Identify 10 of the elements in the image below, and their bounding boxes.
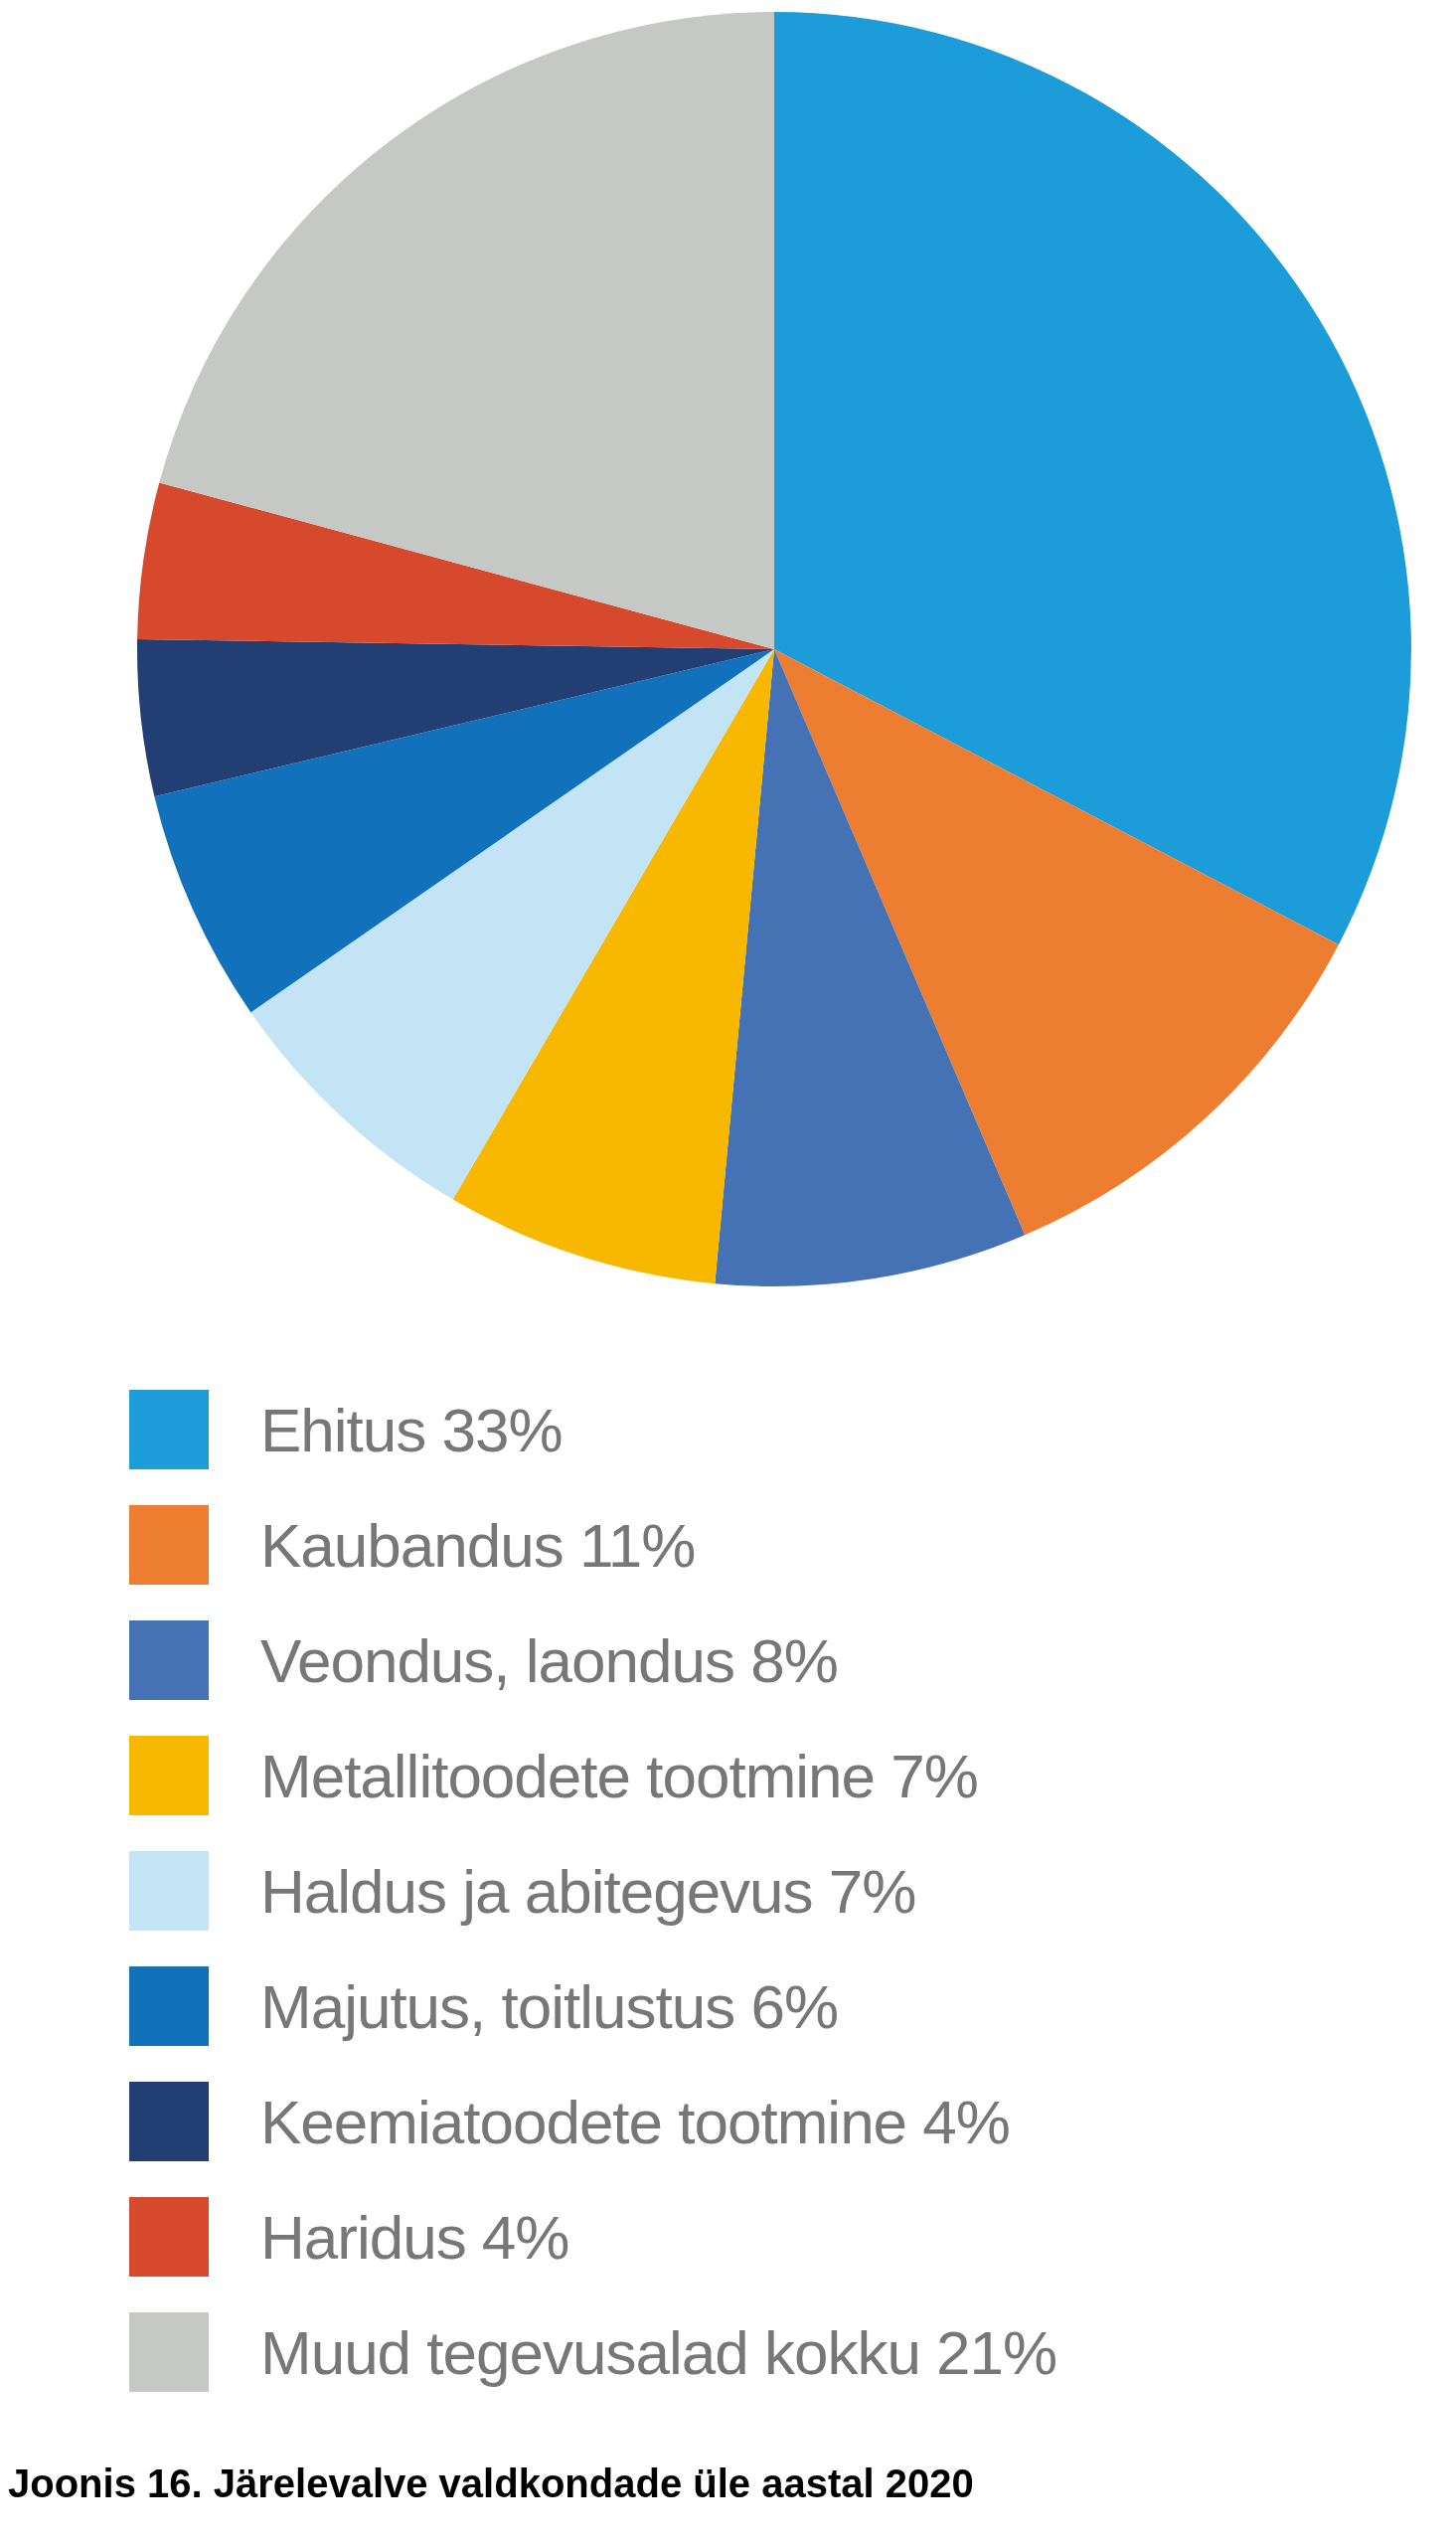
legend-label: Kaubandus 11% xyxy=(260,1509,696,1581)
legend-label: Veondus, laondus 8% xyxy=(260,1624,838,1696)
legend-label: Muud tegevusalad kokku 21% xyxy=(260,2316,1057,2388)
text: Joonis 16. Järelevalve valdkondade üle aastal 2020 xyxy=(8,2461,975,2506)
legend-label: Majutus, toitlustus 6% xyxy=(260,1970,839,2042)
legend-label: Ehitus 33% xyxy=(260,1394,563,1465)
legend-label: Haridus 4% xyxy=(260,2201,569,2273)
legend-label: Keemiatoodete tootmine 4% xyxy=(260,2086,1010,2157)
legend-label: Metallitoodete tootmine 7% xyxy=(260,1740,978,1811)
legend-label: Haldus ja abitegevus 7% xyxy=(260,1855,916,1927)
